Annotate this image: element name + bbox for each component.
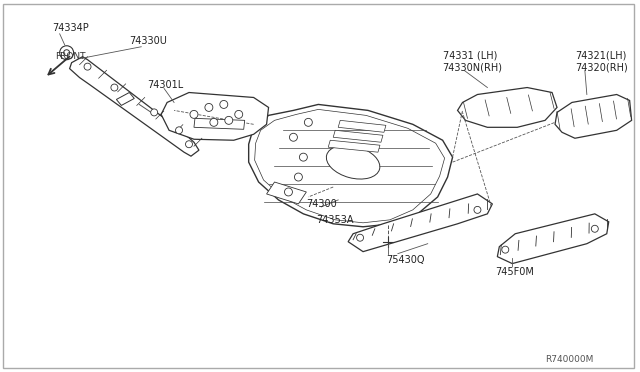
Polygon shape bbox=[348, 194, 492, 251]
Circle shape bbox=[60, 46, 74, 60]
Text: 74321(LH): 74321(LH) bbox=[575, 51, 627, 61]
Polygon shape bbox=[116, 93, 134, 105]
Polygon shape bbox=[328, 140, 380, 152]
Polygon shape bbox=[70, 57, 199, 156]
Text: 74334P: 74334P bbox=[52, 23, 88, 33]
Circle shape bbox=[591, 225, 598, 232]
Circle shape bbox=[305, 118, 312, 126]
Text: 74330U: 74330U bbox=[129, 36, 167, 46]
Polygon shape bbox=[194, 118, 244, 129]
Circle shape bbox=[63, 50, 70, 56]
Circle shape bbox=[356, 234, 364, 241]
Polygon shape bbox=[458, 87, 557, 127]
Circle shape bbox=[205, 103, 213, 111]
Polygon shape bbox=[267, 182, 307, 204]
Polygon shape bbox=[338, 121, 386, 132]
Circle shape bbox=[502, 246, 509, 253]
Circle shape bbox=[300, 153, 307, 161]
Text: 74320(RH): 74320(RH) bbox=[575, 62, 628, 73]
Circle shape bbox=[111, 84, 118, 91]
Circle shape bbox=[190, 110, 198, 118]
Text: 74330N(RH): 74330N(RH) bbox=[443, 62, 502, 73]
Circle shape bbox=[284, 188, 292, 196]
Circle shape bbox=[150, 109, 157, 116]
Text: R740000M: R740000M bbox=[545, 355, 593, 363]
Circle shape bbox=[289, 133, 298, 141]
Circle shape bbox=[175, 127, 182, 134]
Circle shape bbox=[225, 116, 233, 124]
Circle shape bbox=[186, 141, 193, 148]
Text: 74301L: 74301L bbox=[147, 80, 184, 90]
Text: 745F0M: 745F0M bbox=[495, 267, 534, 276]
Polygon shape bbox=[497, 214, 609, 264]
Circle shape bbox=[220, 100, 228, 108]
Text: 74353A: 74353A bbox=[316, 215, 354, 225]
Ellipse shape bbox=[326, 145, 380, 179]
Text: 74300: 74300 bbox=[307, 199, 337, 209]
Polygon shape bbox=[249, 105, 452, 227]
Polygon shape bbox=[255, 109, 445, 223]
Text: 74331 (LH): 74331 (LH) bbox=[443, 51, 497, 61]
Circle shape bbox=[210, 118, 218, 126]
Circle shape bbox=[235, 110, 243, 118]
Circle shape bbox=[84, 63, 91, 70]
Polygon shape bbox=[555, 94, 632, 138]
Polygon shape bbox=[161, 93, 269, 140]
Text: 75430Q: 75430Q bbox=[386, 254, 424, 264]
Circle shape bbox=[474, 206, 481, 214]
Text: FRONT: FRONT bbox=[54, 52, 85, 61]
Polygon shape bbox=[333, 130, 383, 142]
Circle shape bbox=[294, 173, 302, 181]
